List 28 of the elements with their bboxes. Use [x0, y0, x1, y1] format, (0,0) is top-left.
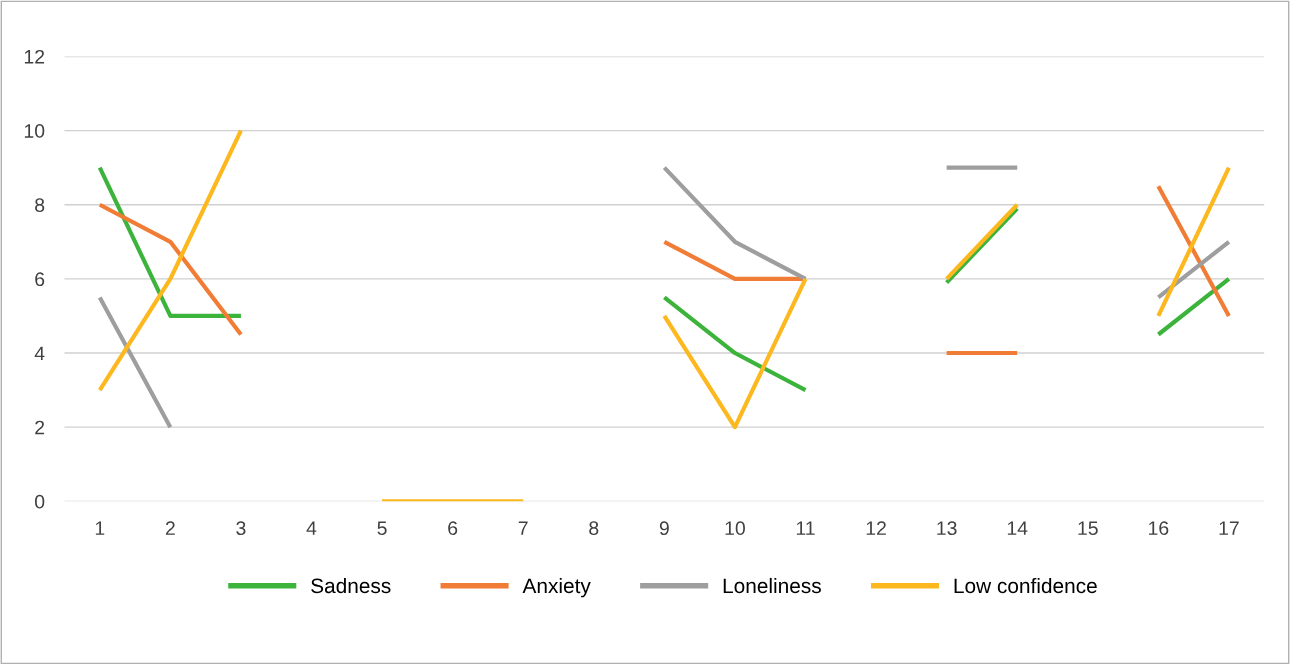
y-tick-label: 2: [35, 420, 45, 435]
x-tick-label: 14: [1007, 521, 1028, 535]
legend-label: Sadness: [311, 577, 391, 594]
x-tick-label: 13: [937, 521, 957, 536]
x-tick-label: 2: [165, 521, 175, 535]
x-tick-label: 17: [1219, 521, 1239, 535]
legend-label: Loneliness: [723, 577, 821, 594]
y-tick-label: 4: [34, 346, 45, 361]
y-tick-label: 12: [24, 49, 45, 64]
x-tick-label: 7: [518, 521, 528, 535]
x-tick-label: 15: [1078, 521, 1098, 536]
x-tick-label: 6: [448, 521, 458, 536]
x-tick-label: 4: [306, 521, 317, 535]
y-tick-label: 8: [35, 198, 45, 212]
y-tick-label: 10: [24, 124, 45, 138]
x-tick-label: 12: [866, 521, 886, 535]
legend-label: Low confidence: [954, 577, 1097, 594]
y-tick-label: 0: [35, 494, 45, 509]
x-tick-label: 5: [377, 521, 387, 536]
x-tick-label: 3: [236, 521, 246, 536]
legend-label: Anxiety: [522, 577, 591, 598]
x-tick-label: 9: [659, 521, 669, 536]
x-tick-label: 11: [796, 521, 815, 535]
x-tick-label: 16: [1149, 521, 1169, 536]
x-tick-label: 10: [725, 521, 745, 536]
x-tick-label: 1: [95, 521, 105, 535]
x-tick-label: 8: [589, 521, 599, 536]
y-tick-label: 6: [35, 272, 45, 287]
